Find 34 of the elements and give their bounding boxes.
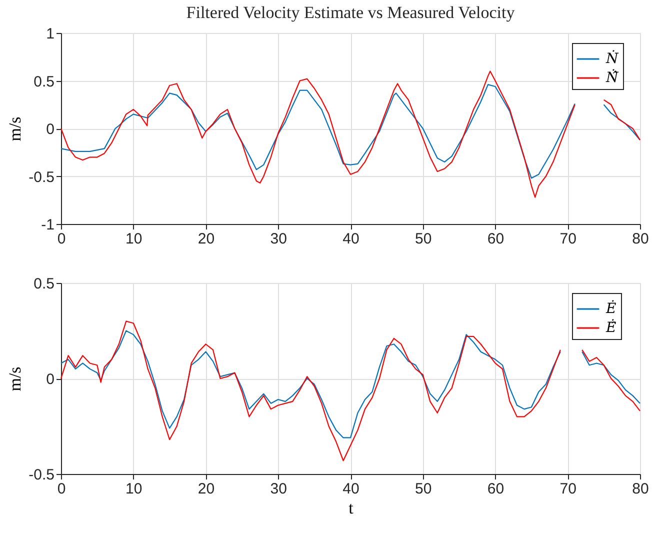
x-tick-label: 40 [342,230,360,248]
chart-title: Filtered Velocity Estimate vs Measured Velocity [186,3,516,22]
x-tick-label: 0 [57,230,66,248]
x-tick-label: 50 [415,480,432,498]
legend-label: Ṅ̂ [605,69,619,86]
y-axis-title: m/s [6,116,25,142]
legend-label: Ṅ [605,50,619,67]
legend-label: Ė [605,300,616,317]
legend-label: Ė̂ [605,319,616,336]
x-axis-title: t [348,498,354,518]
y-tick-label: 0 [46,121,54,138]
x-tick-label: 30 [270,230,287,248]
y-tick-label: 1 [46,26,54,42]
y-tick-label: 0 [46,371,54,388]
y-tick-label: 0.5 [34,276,54,292]
y-tick-label: -1 [41,216,54,234]
y-tick-label: 0.5 [34,73,54,90]
y-axis-title: m/s [6,366,25,392]
x-tick-label: 0 [57,480,66,498]
x-tick-label: 70 [560,230,576,248]
y-tick-label: -0.5 [28,466,54,484]
x-tick-label: 30 [270,480,287,498]
x-tick-label: 20 [198,230,215,248]
x-tick-label: 80 [632,480,649,498]
x-tick-label: 80 [632,230,649,248]
x-tick-label: 10 [126,230,142,248]
x-tick-label: 10 [126,480,142,498]
x-tick-label: 20 [198,480,215,498]
y-tick-label: -0.5 [28,168,54,186]
x-tick-label: 60 [487,230,504,248]
x-tick-label: 50 [415,230,432,248]
x-tick-label: 60 [487,480,504,498]
x-tick-label: 40 [342,480,360,498]
x-tick-label: 70 [560,480,576,498]
